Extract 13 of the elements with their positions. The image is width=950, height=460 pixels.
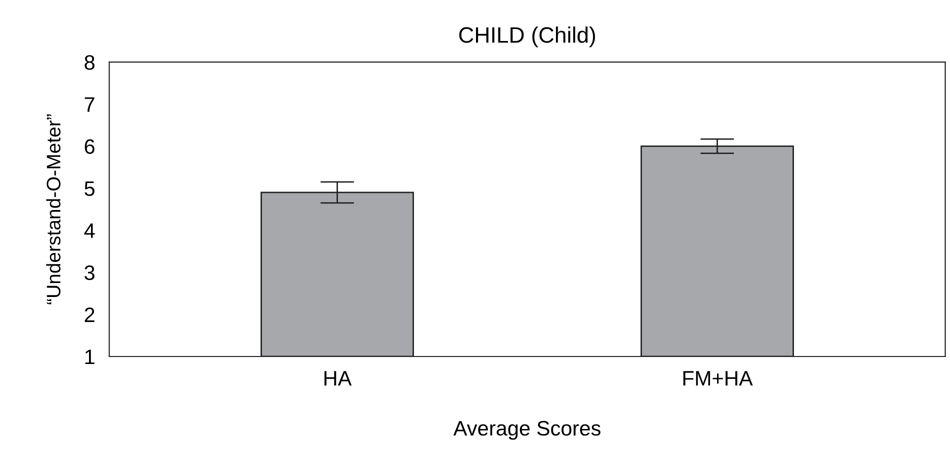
y-tick-label: 2 — [84, 307, 94, 322]
x-tick-label: FM+HA — [683, 371, 753, 386]
y-tick-label: 8 — [84, 55, 94, 70]
y-tick-label: 7 — [84, 97, 94, 112]
y-tick-label: 6 — [84, 139, 94, 154]
x-tick-label: HA — [324, 371, 352, 386]
y-tick-label: 4 — [84, 224, 95, 238]
chart-title: CHILD (Child) — [459, 26, 596, 48]
y-tick-label: 3 — [84, 265, 94, 280]
y-tick-label: 1 — [85, 350, 94, 364]
y-tick-label: 5 — [84, 181, 94, 196]
y-axis-title: “Understand-O-Meter” — [46, 114, 60, 304]
x-axis-title: Average Scores — [453, 420, 600, 440]
